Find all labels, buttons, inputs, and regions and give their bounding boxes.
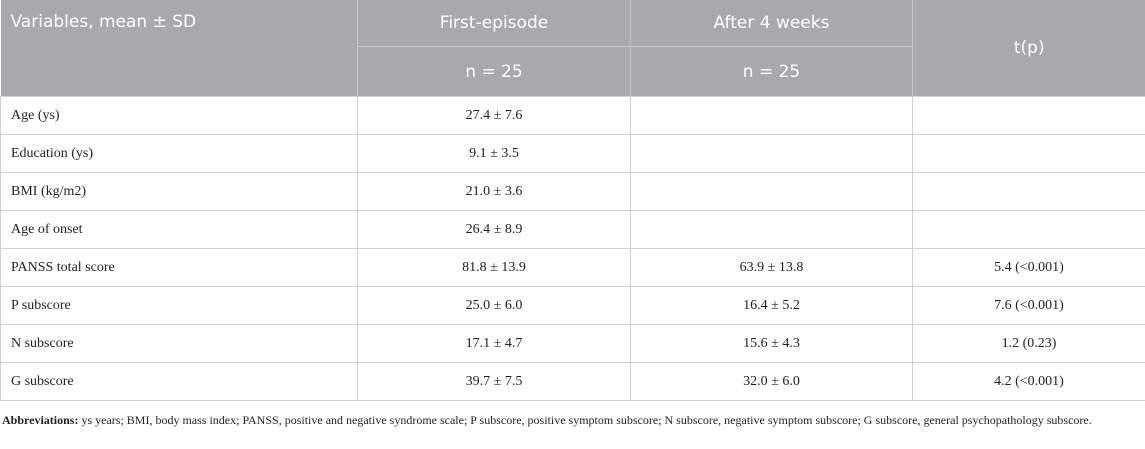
row-variable: Education (ys) xyxy=(0,134,358,173)
row-first-episode: 81.8 ± 13.9 xyxy=(357,248,631,287)
header-after-4-weeks-n: n = 25 xyxy=(630,46,913,97)
row-tp xyxy=(912,210,1145,249)
row-after-4-weeks: 63.9 ± 13.8 xyxy=(630,248,913,287)
footnote-label: Abbreviations: xyxy=(2,413,79,427)
row-variable: Age of onset xyxy=(0,210,358,249)
row-variable: G subscore xyxy=(0,362,358,401)
table-row: Education (ys) 9.1 ± 3.5 xyxy=(0,134,1145,173)
row-first-episode: 9.1 ± 3.5 xyxy=(357,134,631,173)
row-tp: 4.2 (<0.001) xyxy=(912,362,1145,401)
table-row: G subscore 39.7 ± 7.5 32.0 ± 6.0 4.2 (<0.00… xyxy=(0,362,1145,401)
row-after-4-weeks xyxy=(630,172,913,211)
row-after-4-weeks: 15.6 ± 4.3 xyxy=(630,324,913,363)
footnote: Abbreviations: ys years; BMI, body mass … xyxy=(2,412,1137,429)
row-tp: 7.6 (<0.001) xyxy=(912,286,1145,325)
row-first-episode: 39.7 ± 7.5 xyxy=(357,362,631,401)
table-header: Variables, mean ± SD First-episode After… xyxy=(0,0,1145,97)
table-row: Age of onset 26.4 ± 8.9 xyxy=(0,210,1145,249)
table-row: P subscore 25.0 ± 6.0 16.4 ± 5.2 7.6 (<0.00… xyxy=(0,286,1145,325)
row-tp xyxy=(912,172,1145,211)
row-variable: Age (ys) xyxy=(0,96,358,135)
row-tp xyxy=(912,96,1145,135)
row-tp: 5.4 (<0.001) xyxy=(912,248,1145,287)
row-first-episode: 27.4 ± 7.6 xyxy=(357,96,631,135)
row-first-episode: 21.0 ± 3.6 xyxy=(357,172,631,211)
row-variable: BMI (kg/m2) xyxy=(0,172,358,211)
row-variable: P subscore xyxy=(0,286,358,325)
table-row: PANSS total score 81.8 ± 13.9 63.9 ± 13.8 5… xyxy=(0,248,1145,287)
table-row: Age (ys) 27.4 ± 7.6 xyxy=(0,96,1145,135)
row-after-4-weeks xyxy=(630,96,913,135)
row-tp: 1.2 (0.23) xyxy=(912,324,1145,363)
demographics-table: Variables, mean ± SD First-episode After… xyxy=(0,0,1145,401)
row-variable: PANSS total score xyxy=(0,248,358,287)
row-after-4-weeks: 32.0 ± 6.0 xyxy=(630,362,913,401)
table-body: Age (ys) 27.4 ± 7.6 Education (ys) 9.1 ± 3.… xyxy=(0,96,1145,401)
row-tp xyxy=(912,134,1145,173)
table-row: BMI (kg/m2) 21.0 ± 3.6 xyxy=(0,172,1145,211)
header-after-4-weeks: After 4 weeks xyxy=(630,0,913,47)
footnote-text: ys years; BMI, body mass index; PANSS, p… xyxy=(78,413,1092,427)
row-first-episode: 17.1 ± 4.7 xyxy=(357,324,631,363)
header-tp: t(p) xyxy=(912,0,1145,97)
header-variables: Variables, mean ± SD xyxy=(0,0,358,97)
header-first-episode: First-episode xyxy=(357,0,631,47)
row-after-4-weeks xyxy=(630,134,913,173)
row-first-episode: 26.4 ± 8.9 xyxy=(357,210,631,249)
row-after-4-weeks xyxy=(630,210,913,249)
row-variable: N subscore xyxy=(0,324,358,363)
row-first-episode: 25.0 ± 6.0 xyxy=(357,286,631,325)
header-first-episode-n: n = 25 xyxy=(357,46,631,97)
table-row: N subscore 17.1 ± 4.7 15.6 ± 4.3 1.2 (0.23) xyxy=(0,324,1145,363)
row-after-4-weeks: 16.4 ± 5.2 xyxy=(630,286,913,325)
